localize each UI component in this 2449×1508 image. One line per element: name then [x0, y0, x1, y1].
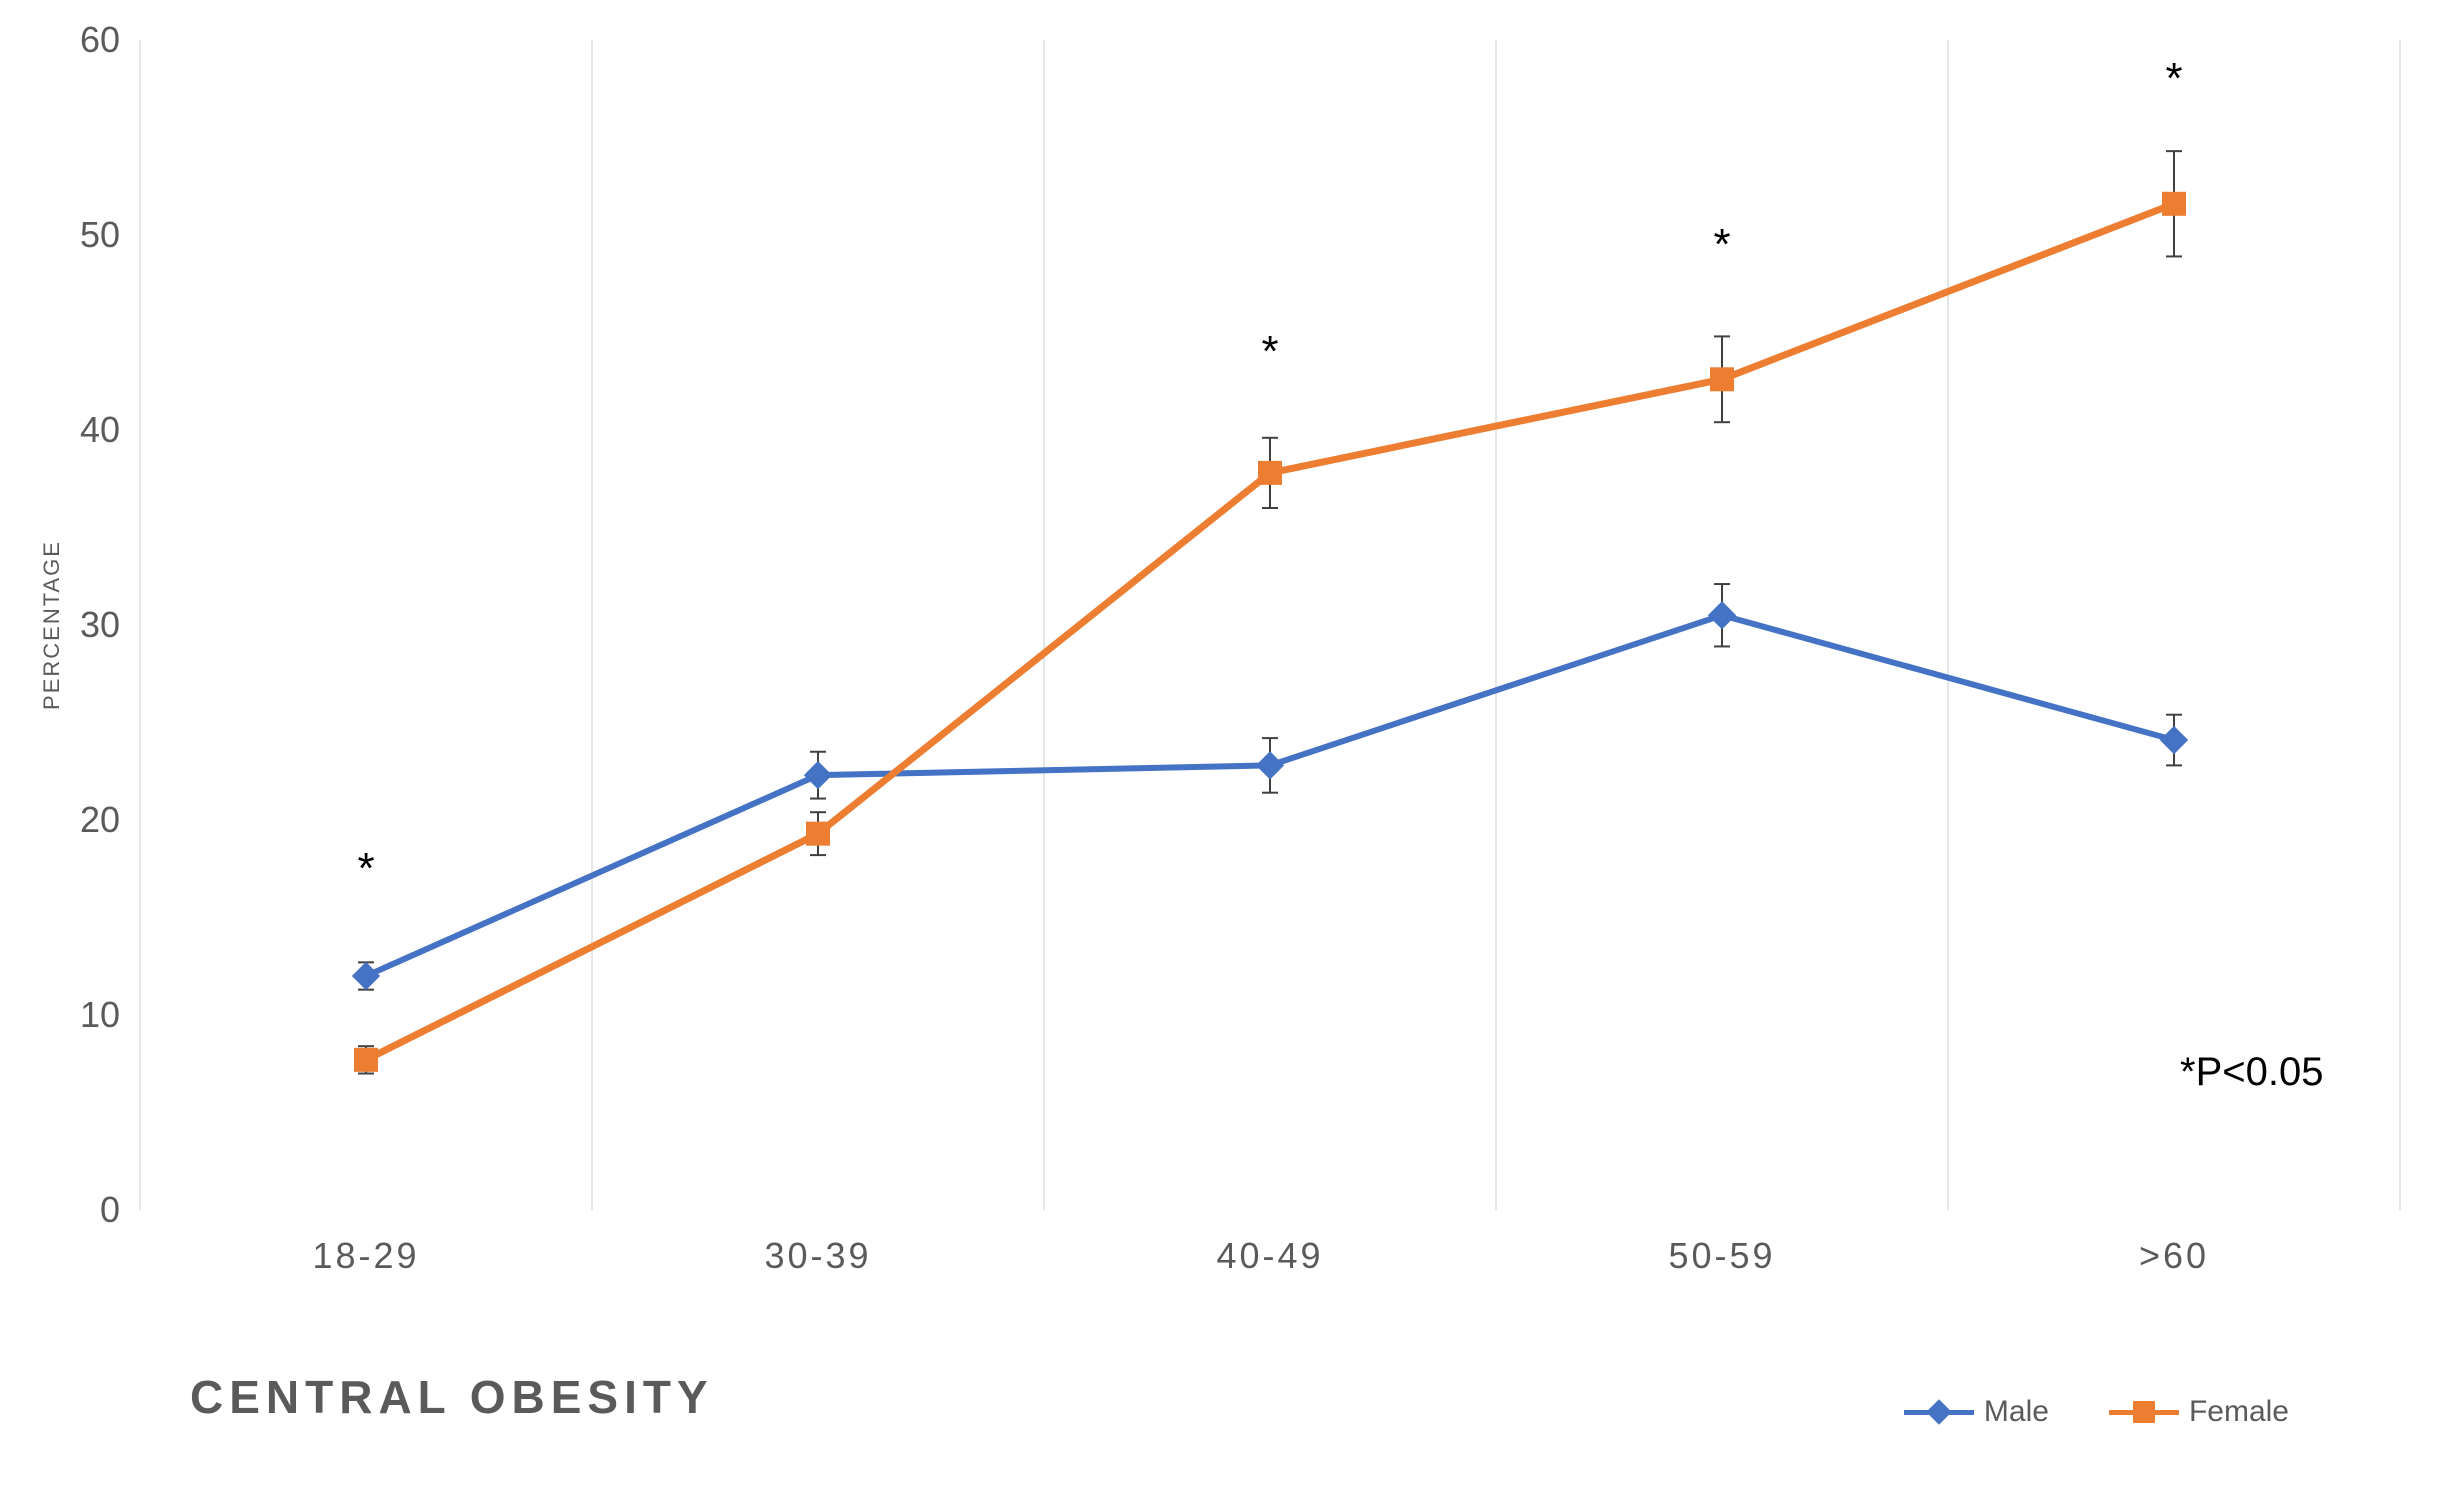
chart-svg: [140, 40, 2400, 1210]
significance-star: *: [2165, 54, 2182, 104]
diamond-icon: [1926, 1399, 1951, 1424]
x-tick: 40-49: [1216, 1210, 1323, 1277]
legend: Male Female: [1904, 1395, 2289, 1429]
y-tick: 30: [20, 604, 140, 646]
y-tick: 40: [20, 409, 140, 451]
y-tick: 60: [20, 19, 140, 61]
legend-item-female: Female: [2109, 1395, 2289, 1429]
x-tick: 18-29: [312, 1210, 419, 1277]
marker-male: [352, 962, 380, 990]
marker-female: [2162, 192, 2186, 216]
x-tick: 50-59: [1668, 1210, 1775, 1277]
marker-male: [2160, 726, 2188, 754]
significance-star: *: [1713, 220, 1730, 270]
chart-central-obesity: PERCENTAGE 010203040506018-2930-3940-495…: [0, 0, 2449, 1508]
y-tick: 50: [20, 214, 140, 256]
marker-female: [1710, 367, 1734, 391]
marker-male: [804, 761, 832, 789]
significance-star: *: [357, 844, 374, 894]
y-tick: 10: [20, 994, 140, 1036]
legend-swatch-female: [2109, 1410, 2179, 1415]
legend-item-male: Male: [1904, 1395, 2049, 1429]
y-tick: 0: [20, 1189, 140, 1231]
significance-star: *: [1261, 327, 1278, 377]
legend-swatch-male: [1904, 1410, 1974, 1415]
marker-female: [1258, 461, 1282, 485]
marker-male: [1708, 601, 1736, 629]
chart-title: CENTRAL OBESITY: [190, 1370, 714, 1424]
legend-label-female: Female: [2189, 1395, 2289, 1429]
marker-female: [806, 822, 830, 846]
marker-male: [1256, 751, 1284, 779]
marker-female: [354, 1048, 378, 1072]
x-tick: >60: [2139, 1210, 2209, 1277]
x-tick: 30-39: [764, 1210, 871, 1277]
square-icon: [2133, 1401, 2155, 1423]
y-tick: 20: [20, 799, 140, 841]
legend-label-male: Male: [1984, 1395, 2049, 1429]
plot-area: PERCENTAGE 010203040506018-2930-3940-495…: [140, 40, 2400, 1210]
